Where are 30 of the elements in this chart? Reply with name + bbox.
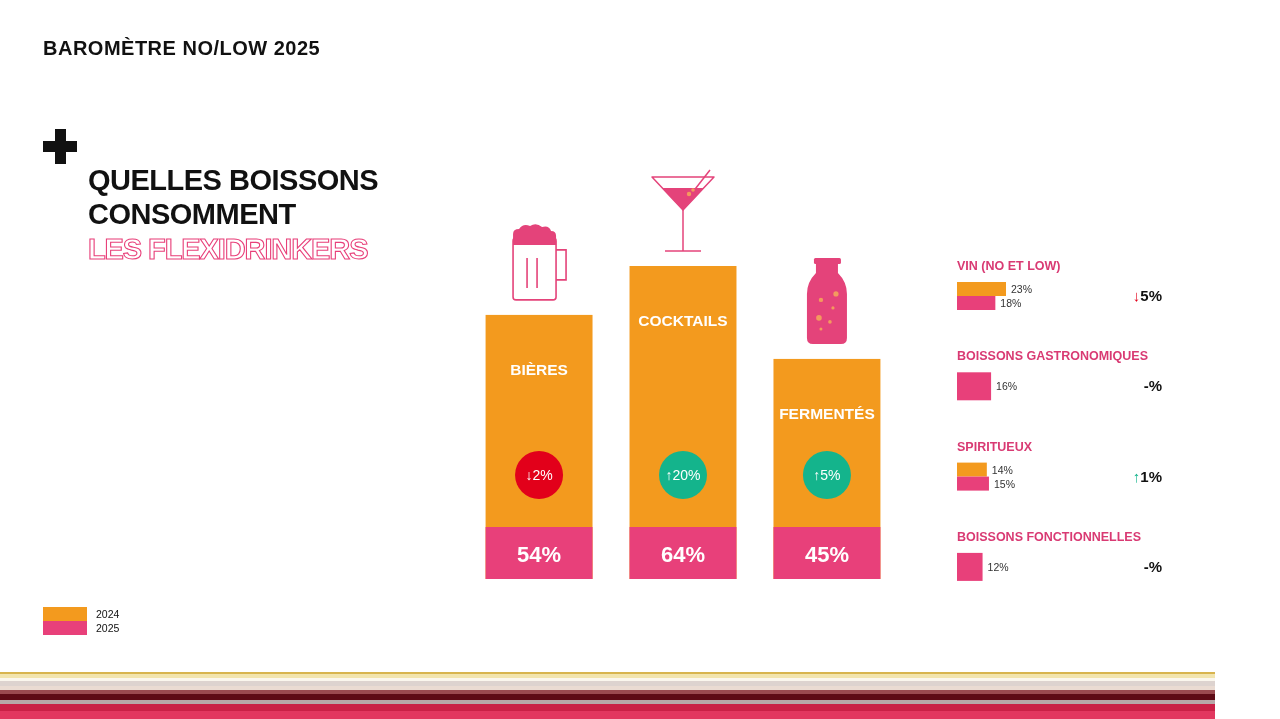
data-label: 45% — [804, 542, 849, 567]
data-label: 14% — [991, 463, 1013, 476]
text: -% — [1143, 377, 1162, 395]
data-label: 16% — [996, 380, 1018, 393]
data-label: 12% — [987, 560, 1009, 573]
data-label: 15% — [993, 477, 1015, 490]
y-tick-label: BOISSONS FONCTIONNELLES — [957, 529, 1142, 544]
data-label: 18% — [1000, 297, 1022, 309]
y-tick-label: VIN (NO ET LOW) — [957, 259, 1061, 273]
text: QUELLES BOISSONS CONSOMMENT — [88, 164, 379, 230]
y-tick-label: BOISSONS GASTRONOMIQUES — [957, 349, 1148, 364]
text: ↓5% — [1132, 287, 1162, 304]
data-label: 64% — [660, 542, 706, 567]
x-tick-label: BIÈRES — [510, 360, 568, 378]
y-tick-label: SPIRITUEUX — [957, 439, 1033, 454]
data-label: 54% — [517, 542, 562, 567]
legend-label: 2024 — [96, 608, 120, 620]
annotation: ↑20% — [665, 467, 701, 483]
annotation: ↓2% — [525, 467, 553, 483]
data-label: 23% — [1011, 283, 1033, 295]
x-tick-label: FERMENTÉS — [779, 404, 875, 422]
bar — [957, 282, 1006, 296]
legend-label: 2025 — [96, 622, 120, 634]
text: ↑1% — [1132, 467, 1162, 485]
bar — [957, 462, 987, 477]
annotation: ↑5% — [813, 467, 841, 483]
text: BAROMÈTRE NO/LOW 2025 — [43, 37, 321, 59]
text: LES FLEXIDRINKERS — [88, 233, 369, 265]
text: -% — [1143, 557, 1162, 575]
x-tick-label: COCKTAILS — [638, 312, 728, 329]
